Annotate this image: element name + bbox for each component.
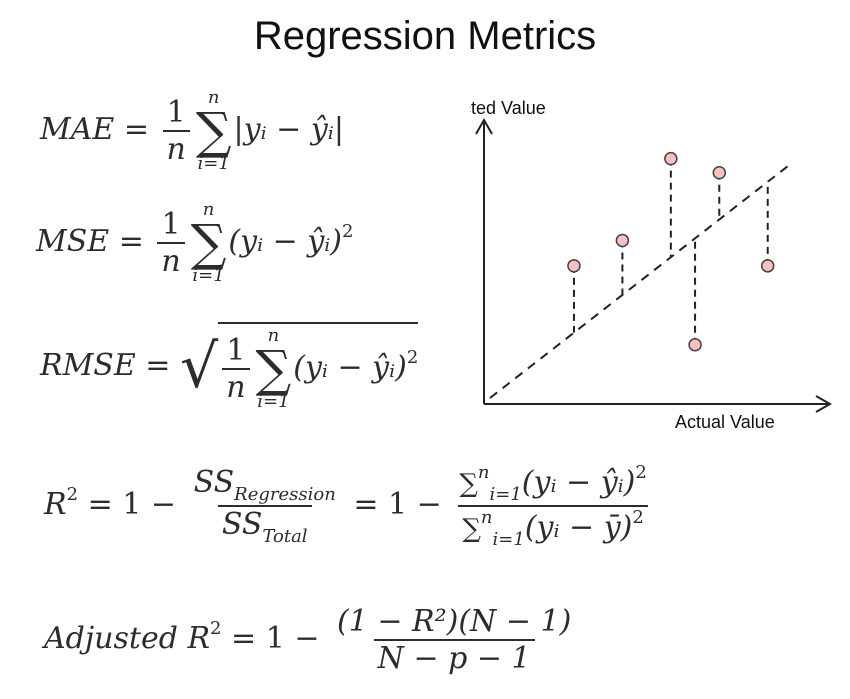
- adjusted-r2-formula: Adjusted R2 = 1 − (1 − R²)(N − 1) N − p …: [44, 604, 579, 676]
- mae-lhs: MAE =: [40, 112, 149, 147]
- r2-ss-fraction: SSRegression SSTotal: [193, 465, 336, 547]
- data-point: [688, 338, 702, 352]
- mae-formula: MAE = 1 n n ∑ i=1 |yᵢ − ŷᵢ|: [40, 88, 344, 174]
- data-point: [760, 259, 775, 273]
- r2-lhs: R: [44, 487, 67, 522]
- rmse-radicand: 1 n n ∑ i=1 (yᵢ − ŷᵢ)2: [218, 322, 419, 412]
- y-axis-arrow-icon: [475, 117, 493, 135]
- sqrt-icon: √: [179, 332, 219, 402]
- r2-formula: R2 = 1 − SSRegression SSTotal = 1 − ∑ni=…: [44, 462, 655, 550]
- residual-diagram: Predicted Value Actual Value: [470, 98, 833, 432]
- mae-abs-residual: |yᵢ − ŷᵢ|: [233, 112, 344, 147]
- rmse-lhs: RMSE =: [40, 348, 171, 383]
- x-axis-arrow-icon: [815, 395, 833, 413]
- data-points: [567, 151, 775, 352]
- mse-formula: MSE = 1 n n ∑ i=1 (yᵢ − ŷᵢ)2: [36, 199, 354, 286]
- adjusted-r2-fraction: (1 − R²)(N − 1) N − p − 1: [337, 604, 572, 676]
- data-point: [615, 233, 630, 248]
- mse-fraction: 1 n: [157, 207, 185, 279]
- data-point: [712, 166, 727, 180]
- mse-sum: n ∑ i=1: [190, 199, 227, 286]
- regression-line: [489, 165, 789, 399]
- mse-lhs: MSE =: [36, 224, 144, 259]
- mae-fraction: 1 n: [162, 95, 190, 167]
- data-point: [664, 151, 678, 166]
- page-title: Regression Metrics: [253, 14, 597, 58]
- data-point: [567, 259, 581, 273]
- x-axis-label: Actual Value: [675, 412, 775, 432]
- rmse-formula: RMSE = √ 1 n n ∑ i=1 (yᵢ − ŷᵢ)2: [40, 322, 419, 412]
- mse-sq-residual: (yᵢ − ŷᵢ): [228, 224, 343, 259]
- adjusted-r2-lhs: Adjusted R: [44, 621, 211, 656]
- y-axis-label: Predicted Value: [470, 98, 546, 118]
- r2-sum-fraction: ∑ni=1(yᵢ − ŷᵢ)2 ∑ni=1(yᵢ − ȳ)2: [458, 462, 648, 550]
- mae-sum: n ∑ i=1: [195, 87, 232, 174]
